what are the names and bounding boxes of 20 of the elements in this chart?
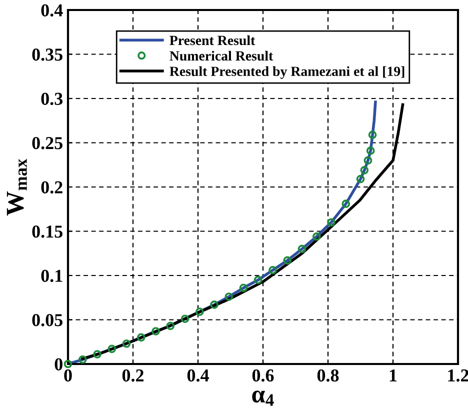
legend-label: Numerical Result — [170, 50, 274, 61]
x-tick-label: 0.8 — [317, 369, 339, 382]
y-tick-label: 0.4 — [41, 4, 63, 17]
y-tick-label: 0 — [54, 358, 62, 370]
x-tick-label: 0.2 — [122, 369, 144, 382]
y-tick-label: 0.1 — [41, 270, 62, 282]
y-tick-label: 0.3 — [41, 92, 63, 106]
x-tick-label: 0 — [64, 369, 72, 382]
x-tick-label: 0.4 — [187, 369, 209, 382]
y-tick-label: 0.05 — [32, 314, 62, 326]
x-tick-label: 1 — [390, 369, 397, 382]
x-axis-title: α$_{4}$ — [252, 390, 274, 406]
y-tick-label: 0.2 — [41, 181, 62, 194]
y-axis-title: W$_{max}$ — [6, 158, 27, 216]
y-tick-label: 0.35 — [32, 48, 62, 61]
y-tick-label: 0.25 — [32, 137, 62, 150]
legend-label: Result Presented by Ramezani et al [19] — [170, 66, 404, 79]
x-tick-label: 0.6 — [252, 369, 274, 382]
legend-label: Present Result — [170, 35, 256, 46]
y-tick-label: 0.15 — [32, 226, 62, 238]
